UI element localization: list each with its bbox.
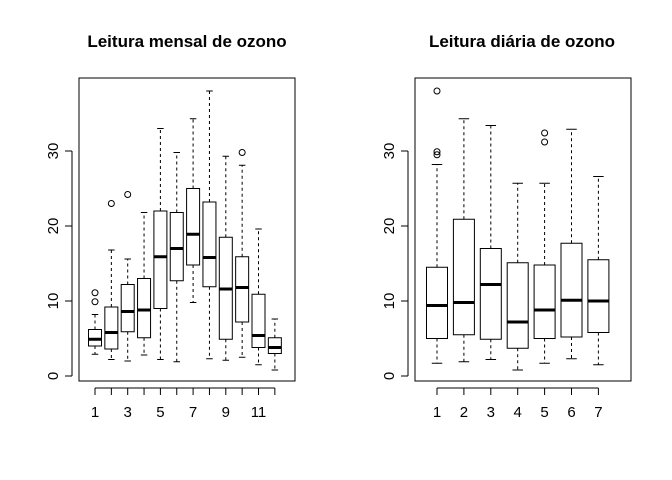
box-daily-4 xyxy=(506,182,529,371)
x-tick-label: 11 xyxy=(251,404,267,421)
outlier-point xyxy=(541,138,549,146)
x-axis-daily: 1 2 3 4 5 6 7 xyxy=(433,387,603,421)
box-monthly-10 xyxy=(235,149,250,358)
box-body xyxy=(104,306,119,350)
box-monthly-6 xyxy=(169,152,184,363)
y-tick-label: 30 xyxy=(381,143,398,160)
box-monthly-12 xyxy=(267,318,282,371)
box-monthly-8 xyxy=(202,90,217,360)
outlier-point xyxy=(238,149,246,156)
box-daily-3 xyxy=(479,125,502,360)
y-tick-label: 20 xyxy=(45,218,62,235)
box-body xyxy=(533,264,556,339)
outlier-point xyxy=(433,87,441,95)
box-monthly-3 xyxy=(120,191,135,362)
box-body xyxy=(120,284,135,333)
x-tick-label: 7 xyxy=(189,404,197,421)
x-tick-label: 1 xyxy=(91,404,99,421)
box-monthly-2 xyxy=(104,200,119,360)
box-body xyxy=(452,218,475,336)
box-body xyxy=(235,256,250,323)
y-axis-daily: 0 10 20 30 xyxy=(381,143,409,380)
box-body xyxy=(137,278,152,339)
plot-frame-daily xyxy=(414,77,632,382)
y-tick-label: 20 xyxy=(381,218,398,235)
outlier-point xyxy=(91,298,99,306)
box-daily-5 xyxy=(533,129,556,364)
outlier-point xyxy=(91,289,99,297)
box-body xyxy=(251,293,266,348)
panel-daily: Leitura diária de ozono 0 10 20 30 1 2 3 4 5 6 7 xyxy=(381,32,632,421)
outlier-point xyxy=(107,200,115,207)
x-tick-label: 6 xyxy=(567,404,575,421)
y-tick-label: 0 xyxy=(381,372,398,380)
box-monthly-9 xyxy=(218,155,233,361)
box-body xyxy=(186,188,201,266)
chart-title-daily: Leitura diária de ozono xyxy=(429,32,615,51)
x-tick-label: 7 xyxy=(594,404,602,421)
box-body xyxy=(153,210,168,309)
boxes-monthly xyxy=(88,90,282,371)
x-tick-label: 3 xyxy=(487,404,495,421)
y-tick-label: 0 xyxy=(45,372,62,380)
box-body xyxy=(479,248,502,340)
outlier-point xyxy=(541,129,549,137)
box-monthly-4 xyxy=(137,212,152,356)
panel-monthly: Leitura mensal de ozono 0 10 20 30 1 3 5 7 9 11 xyxy=(45,32,296,421)
box-monthly-7 xyxy=(186,118,201,303)
x-tick-label: 5 xyxy=(156,404,164,421)
y-axis-monthly: 0 10 20 30 xyxy=(45,143,73,380)
plot-frame-monthly xyxy=(78,77,296,382)
outlier-point xyxy=(124,191,132,198)
y-tick-label: 30 xyxy=(45,143,62,160)
box-monthly-1 xyxy=(88,289,102,355)
box-body xyxy=(169,212,184,282)
box-daily-2 xyxy=(452,118,475,363)
box-body xyxy=(267,337,282,354)
box-monthly-5 xyxy=(153,128,168,360)
box-body xyxy=(506,262,529,349)
y-tick-label: 10 xyxy=(381,293,398,310)
x-axis-monthly: 1 3 5 7 9 11 xyxy=(91,387,276,421)
box-daily-6 xyxy=(560,128,583,360)
box-body xyxy=(587,259,610,333)
box-monthly-11 xyxy=(251,228,266,366)
box-daily-1 xyxy=(426,87,448,364)
box-body xyxy=(202,201,217,288)
boxes-daily xyxy=(426,87,610,371)
x-tick-label: 1 xyxy=(433,404,441,421)
x-tick-label: 2 xyxy=(460,404,468,421)
x-tick-label: 4 xyxy=(514,404,522,421)
x-tick-label: 5 xyxy=(540,404,548,421)
y-tick-label: 10 xyxy=(45,293,62,310)
outlier-point xyxy=(433,148,441,156)
x-tick-label: 3 xyxy=(124,404,132,421)
x-tick-label: 9 xyxy=(222,404,230,421)
box-body xyxy=(560,242,583,338)
box-daily-7 xyxy=(587,176,610,366)
box-body xyxy=(426,266,448,339)
chart-title-monthly: Leitura mensal de ozono xyxy=(87,32,286,51)
outlier-point xyxy=(433,151,441,159)
